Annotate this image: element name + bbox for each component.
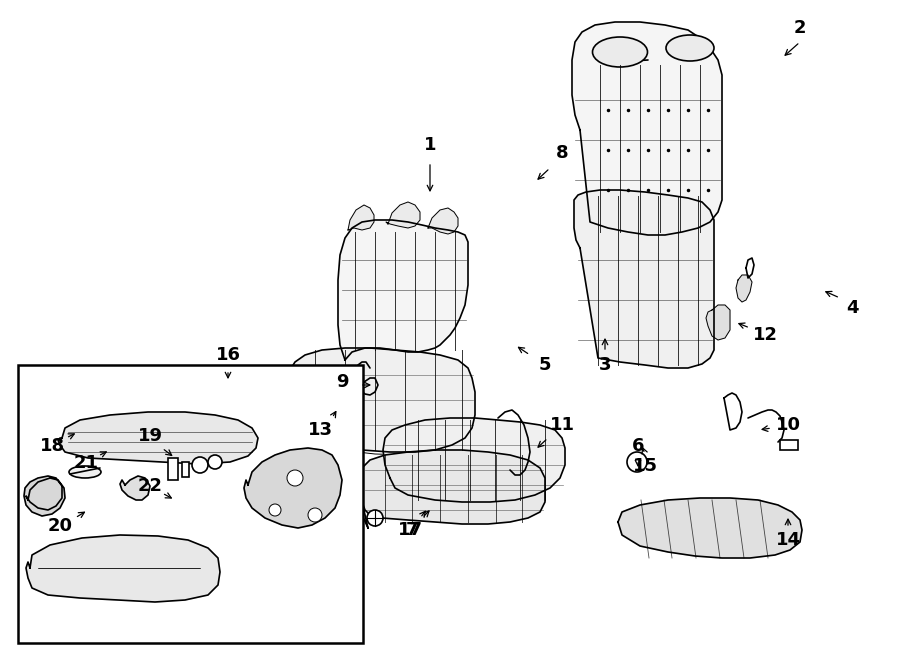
Polygon shape (574, 190, 714, 368)
Polygon shape (736, 275, 752, 302)
Text: 10: 10 (776, 416, 800, 434)
Polygon shape (26, 535, 220, 602)
Polygon shape (572, 22, 722, 235)
Polygon shape (338, 220, 468, 360)
Polygon shape (24, 476, 65, 516)
Polygon shape (358, 450, 545, 528)
Bar (168, 458, 178, 480)
Polygon shape (58, 412, 258, 464)
Text: 7: 7 (406, 521, 419, 539)
Circle shape (192, 457, 208, 473)
Text: 9: 9 (336, 373, 348, 391)
Circle shape (287, 470, 303, 486)
Text: 3: 3 (598, 356, 611, 374)
Text: 13: 13 (308, 421, 332, 439)
Polygon shape (120, 476, 150, 500)
Polygon shape (706, 305, 730, 340)
Circle shape (269, 504, 281, 516)
Text: 22: 22 (138, 477, 163, 495)
Polygon shape (386, 202, 420, 228)
Text: 1: 1 (424, 136, 436, 154)
Polygon shape (618, 498, 802, 558)
Text: 18: 18 (40, 437, 66, 455)
Circle shape (330, 374, 342, 386)
Text: 6: 6 (632, 437, 644, 455)
Bar (780, 440, 798, 450)
Ellipse shape (69, 466, 101, 478)
Bar (18, 365, 363, 643)
Ellipse shape (592, 37, 647, 67)
Ellipse shape (666, 35, 714, 61)
Bar (182, 462, 189, 477)
Text: 16: 16 (215, 346, 240, 364)
Text: 19: 19 (138, 427, 163, 445)
Polygon shape (244, 448, 342, 528)
Text: 2: 2 (794, 19, 806, 37)
Text: 14: 14 (776, 531, 800, 549)
Circle shape (308, 508, 322, 522)
Text: 20: 20 (48, 517, 73, 535)
Polygon shape (348, 205, 374, 230)
Polygon shape (383, 418, 565, 502)
Circle shape (627, 452, 647, 472)
Polygon shape (428, 208, 458, 234)
Circle shape (367, 510, 383, 526)
Text: 5: 5 (539, 356, 551, 374)
Text: 17: 17 (398, 521, 422, 539)
Text: 4: 4 (846, 299, 859, 317)
Polygon shape (290, 348, 475, 452)
Circle shape (208, 455, 222, 469)
Text: 12: 12 (752, 326, 778, 344)
Text: 21: 21 (74, 454, 98, 472)
Text: 11: 11 (550, 416, 574, 434)
Text: 15: 15 (633, 457, 658, 475)
Text: 8: 8 (555, 144, 568, 162)
